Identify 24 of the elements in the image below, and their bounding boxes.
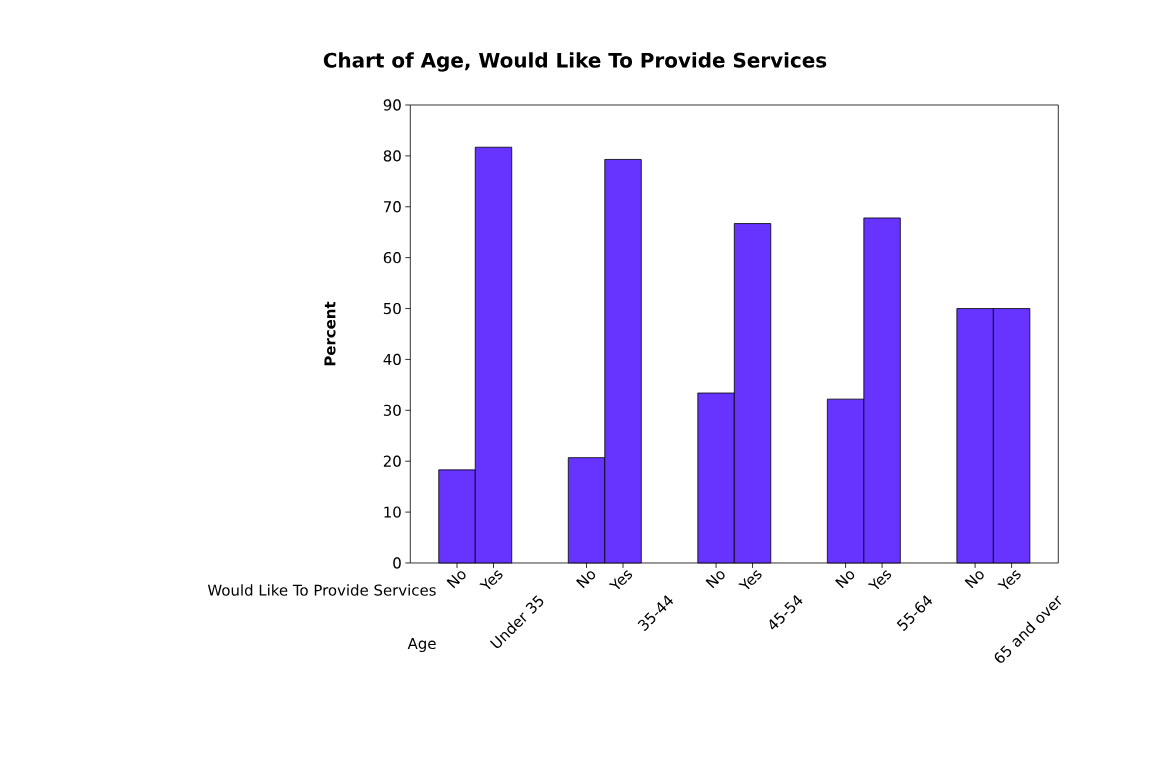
y-tick-label: 80 — [383, 150, 401, 162]
x-tick-label: No — [446, 571, 466, 589]
y-tick-label: 50 — [383, 302, 401, 315]
y-tick-label: 90 — [383, 99, 401, 111]
x-tick-label: Yes — [738, 570, 762, 590]
x-tick-label: Yes — [479, 570, 503, 590]
y-tick-label: 40 — [383, 353, 401, 366]
x-tick-label: Yes — [867, 570, 892, 590]
x-tick-label: No — [964, 571, 984, 589]
text: Would Like To Provide Services — [207, 584, 436, 596]
x-tick-label: No — [705, 571, 725, 589]
y-tick-label: 30 — [383, 404, 401, 416]
x-tick-label: Yes — [997, 570, 1021, 590]
y-tick-label: 60 — [383, 252, 401, 264]
x-tick-label: No — [835, 571, 855, 589]
y-tick-label: 10 — [384, 506, 401, 518]
chart-title: Chart of Age, Would Like To Provide Services — [323, 52, 827, 72]
y-tick-label: 0 — [393, 557, 401, 569]
y-tick-label: 70 — [383, 201, 401, 213]
y-axis-title: Percent — [324, 301, 336, 366]
x-tick-label: No — [576, 571, 596, 589]
y-tick-label: 20 — [383, 455, 401, 467]
x-tick-label: Yes — [608, 570, 633, 590]
text: Age — [407, 637, 436, 652]
